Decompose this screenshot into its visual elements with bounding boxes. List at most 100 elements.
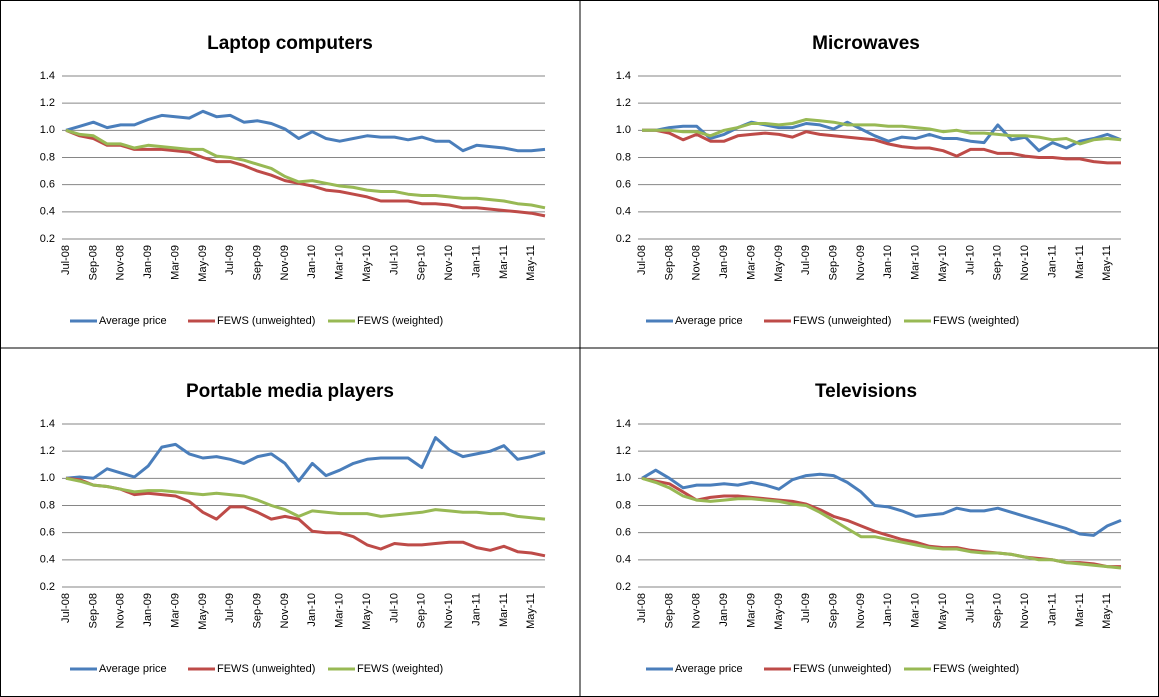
y-tick-label: 0.2: [40, 233, 55, 245]
legend-label: FEWS (weighted): [933, 315, 1019, 327]
x-tick-label: Nov-10: [1019, 593, 1031, 628]
x-tick-label: Jul-10: [388, 245, 400, 275]
chart-title: Microwaves: [812, 33, 920, 54]
x-tick-label: Nov-08: [691, 245, 703, 280]
x-tick-label: Sep-08: [663, 245, 675, 280]
x-tick-label: May-10: [361, 593, 373, 630]
x-tick-label: Jan-09: [718, 245, 730, 279]
x-tick-label: Jul-09: [224, 245, 236, 275]
x-tick-label: May-11: [525, 245, 537, 281]
chart: Laptop computers 0.2 0.4 0.6 0.8 1.0 1.2 1.4 Jul…: [40, 33, 546, 327]
series-line: [642, 120, 1122, 153]
x-tick-label: Mar-09: [169, 245, 181, 280]
x-tick-label: Sep-09: [828, 593, 840, 628]
series-line: [641, 468, 1122, 537]
y-tick-label: 0.4: [40, 206, 55, 218]
x-tick-label: Jan-10: [882, 245, 894, 279]
x-tick-label: Mar-11: [1074, 245, 1086, 279]
y-tick-label: 0.2: [616, 233, 631, 245]
chart: Portable media players 0.2 0.4 0.6 0.8 1.0 1.2…: [40, 381, 546, 675]
y-tick-label: 0.6: [40, 527, 55, 539]
y-tick-label: 1.2: [616, 97, 631, 109]
series-line: [65, 128, 546, 210]
x-tick-label: Nov-08: [115, 593, 127, 628]
x-tick-label: May-11: [525, 593, 537, 629]
y-tick-label: 1.2: [40, 97, 55, 109]
legend-label: Average price: [99, 663, 167, 675]
x-tick-label: Jan-10: [882, 593, 894, 627]
y-tick-label: 0.8: [40, 151, 55, 163]
chart-title: Laptop computers: [207, 33, 373, 54]
x-tick-label: Jul-08: [60, 245, 72, 275]
series-line: [65, 436, 546, 483]
x-tick-label: Nov-09: [279, 245, 291, 280]
y-tick-label: 0.2: [616, 581, 631, 593]
x-tick-label: Nov-09: [279, 593, 291, 628]
x-tick-label: Mar-10: [910, 593, 922, 628]
x-tick-label: Mar-10: [334, 593, 346, 628]
x-tick-label: Nov-10: [1019, 245, 1031, 280]
legend-label: FEWS (unweighted): [217, 663, 315, 675]
x-tick-label: Sep-10: [992, 245, 1004, 280]
legend-label: Average price: [99, 315, 167, 327]
x-tick-label: Jul-10: [388, 593, 400, 623]
x-tick-label: Nov-09: [855, 245, 867, 280]
y-tick-label: 0.8: [616, 499, 631, 511]
x-tick-label: Sep-09: [252, 245, 264, 280]
chart: Televisions 0.2 0.4 0.6 0.8 1.0 1.2 1.4 Jul-08 Se…: [616, 381, 1122, 675]
series-line: [65, 476, 546, 558]
x-tick-label: Jul-09: [224, 593, 236, 623]
x-tick-label: May-11: [1101, 593, 1113, 629]
y-tick-label: 1.4: [616, 70, 631, 82]
x-tick-label: May-09: [197, 593, 209, 630]
x-tick-label: Jul-08: [636, 593, 648, 623]
x-tick-label: Nov-08: [691, 593, 703, 628]
x-tick-label: Sep-08: [87, 593, 99, 628]
legend-label: Average price: [675, 315, 743, 327]
x-tick-label: Jan-11: [1046, 245, 1058, 278]
series-line: [641, 476, 1122, 570]
y-tick-label: 1.4: [40, 70, 55, 82]
y-tick-label: 0.2: [40, 581, 55, 593]
x-tick-label: May-10: [937, 593, 949, 630]
chart-title: Portable media players: [186, 381, 394, 402]
x-tick-label: Jul-10: [964, 245, 976, 275]
y-tick-label: 0.8: [616, 151, 631, 163]
x-tick-label: Nov-09: [855, 593, 867, 628]
x-tick-label: May-10: [937, 245, 949, 282]
x-tick-label: Mar-11: [1074, 593, 1086, 627]
x-tick-label: Mar-09: [745, 245, 757, 280]
y-tick-label: 0.8: [40, 499, 55, 511]
y-tick-label: 0.6: [40, 179, 55, 191]
x-tick-label: Sep-08: [663, 593, 675, 628]
y-tick-label: 1.2: [616, 445, 631, 457]
x-tick-label: Sep-10: [992, 593, 1004, 628]
x-tick-label: Jan-10: [306, 245, 318, 279]
x-tick-label: Sep-08: [87, 245, 99, 280]
x-tick-label: Sep-09: [828, 245, 840, 280]
x-tick-label: Sep-10: [416, 245, 428, 280]
series-line: [642, 118, 1122, 146]
x-tick-label: Mar-09: [745, 593, 757, 628]
x-tick-label: May-11: [1101, 245, 1113, 281]
y-tick-label: 1.0: [40, 124, 55, 136]
x-tick-label: Sep-09: [252, 593, 264, 628]
y-tick-label: 1.0: [616, 124, 631, 136]
series-line: [65, 128, 546, 218]
y-tick-label: 0.6: [616, 179, 631, 191]
chart-title: Televisions: [815, 381, 917, 402]
x-tick-label: May-09: [773, 593, 785, 630]
x-tick-label: Mar-11: [498, 593, 510, 627]
legend-label: FEWS (unweighted): [793, 663, 891, 675]
y-tick-label: 0.4: [616, 554, 631, 566]
series-line: [642, 128, 1121, 165]
x-tick-label: Jul-08: [636, 245, 648, 275]
x-tick-label: Mar-10: [910, 245, 922, 280]
y-tick-label: 1.4: [616, 418, 631, 430]
x-tick-label: Mar-11: [498, 245, 510, 279]
x-tick-label: Jan-10: [306, 593, 318, 627]
legend-label: Average price: [675, 663, 743, 675]
x-tick-label: Jul-10: [964, 593, 976, 623]
x-tick-label: Jan-09: [718, 593, 730, 627]
